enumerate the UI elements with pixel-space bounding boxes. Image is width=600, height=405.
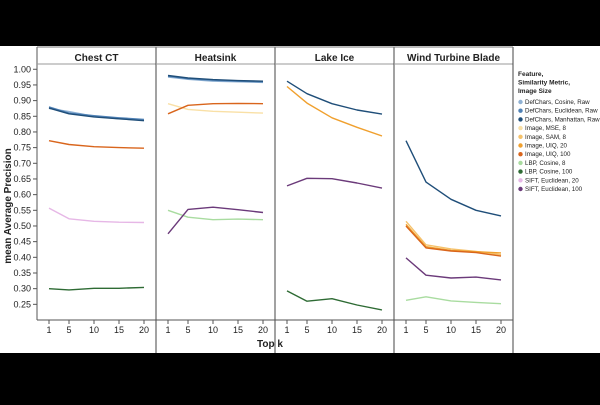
legend-entry-label: LBP, Cosine, 8: [525, 160, 566, 167]
x-tick-label: 15: [233, 325, 243, 335]
series-line-sift-euclidean-100: [405, 257, 502, 281]
x-tick-label: 1: [46, 325, 51, 335]
legend-entry-label: Image, UIQ, 20: [525, 143, 568, 150]
y-tick-label: 0.75: [13, 143, 31, 153]
x-tick-label: 15: [114, 325, 124, 335]
panel-title: Heatsink: [195, 53, 237, 64]
series-line-lbp-cosine-8: [167, 209, 264, 221]
legend-entry-label: DefChars, Cosine, Raw: [525, 99, 590, 106]
series-line-defchars-euclidean-raw: [48, 106, 145, 121]
legend-entry-label: SIFT, Euclidean, 100: [525, 186, 583, 193]
x-tick-label: 1: [165, 325, 170, 335]
legend-swatch: [518, 152, 523, 157]
x-tick-label: 1: [403, 325, 408, 335]
legend-title: Similarity Metric,: [518, 80, 570, 87]
series-line-defchars-manhattan-raw: [405, 140, 502, 217]
x-tick-label: 10: [327, 325, 337, 335]
legend-entry-label: DefChars, Euclidean, Raw: [525, 108, 598, 115]
x-tick-label: 10: [89, 325, 99, 335]
chart-background: [0, 46, 600, 353]
legend-entry-label: Image, SAM, 8: [525, 134, 566, 141]
top-black-band: [0, 0, 600, 46]
x-tick-label: 20: [496, 325, 506, 335]
bottom-black-band: [0, 353, 600, 400]
legend-swatch: [518, 169, 523, 174]
series-line-defchars-manhattan-raw: [286, 80, 383, 115]
legend-swatch: [518, 108, 523, 113]
x-tick-label: 15: [471, 325, 481, 335]
legend-swatch: [518, 160, 523, 166]
series-line-sift-euclidean-100: [286, 177, 383, 189]
y-tick-label: 0.45: [13, 237, 31, 247]
legend-swatch: [518, 117, 523, 122]
legend-swatch: [518, 143, 523, 148]
legend-swatch: [518, 125, 523, 131]
x-tick-label: 20: [258, 325, 268, 335]
series-line-image-uiq-100: [48, 140, 145, 149]
y-tick-label: 0.95: [13, 80, 31, 90]
legend-swatch: [518, 134, 523, 139]
x-tick-label: 20: [139, 325, 149, 335]
legend-entry-label: Image, UIQ, 100: [525, 151, 571, 158]
series-line-image-uiq-20: [286, 85, 383, 137]
y-tick-label: 0.85: [13, 111, 31, 121]
x-tick-label: 20: [377, 325, 387, 335]
legend-entry-label: LBP, Cosine, 100: [525, 169, 573, 176]
x-tick-label: 1: [284, 325, 289, 335]
legend-title: Feature,: [518, 71, 543, 78]
x-tick-label: 15: [352, 325, 362, 335]
series-line-lbp-cosine-100: [286, 290, 383, 311]
series-line-defchars-manhattan-raw: [167, 74, 264, 82]
x-tick-label: 10: [208, 325, 218, 335]
x-tick-label: 5: [304, 325, 309, 335]
legend-title: Image Size: [518, 88, 552, 95]
series-line-image-uiq-100: [405, 225, 502, 257]
y-tick-label: 0.25: [13, 299, 31, 309]
x-axis-label: Top k: [257, 339, 283, 350]
y-tick-label: 0.30: [13, 284, 31, 294]
series-line-defchars-manhattan-raw: [48, 107, 145, 122]
y-tick-label: 0.80: [13, 127, 31, 137]
x-tick-label: 5: [185, 325, 190, 335]
y-tick-label: 0.70: [13, 158, 31, 168]
series-line-sift-euclidean-20: [48, 207, 145, 224]
y-axis: 0.25 0.30 0.35 0.40 0.45 0.50 0.55 0.60 0.65 0.70…: [13, 47, 38, 320]
panel-title: Lake Ice: [315, 53, 355, 64]
legend-swatch: [518, 99, 523, 105]
y-tick-label: 0.90: [13, 96, 31, 106]
y-tick-label: 0.40: [13, 252, 31, 262]
series-line-lbp-cosine-8: [405, 296, 502, 305]
y-tick-label: 0.50: [13, 221, 31, 231]
panel-title: Chest CT: [75, 53, 119, 64]
legend-swatch: [518, 178, 523, 183]
legend-entry-label: Image, MSE, 8: [525, 125, 566, 132]
panel-chest-ct: Chest CT1 5 10 15 20: [37, 47, 157, 353]
x-tick-label: 10: [446, 325, 456, 335]
y-tick-label: 0.35: [13, 268, 31, 278]
legend: Feature, Similarity Metric,Image Size DefC…: [518, 71, 600, 193]
y-tick-label: 0.55: [13, 205, 31, 215]
x-tick-label: 5: [66, 325, 71, 335]
y-tick-label: 1.00: [13, 64, 31, 74]
series-line-sift-euclidean-100: [167, 206, 264, 235]
legend-entry-label: SIFT, Euclidean, 20: [525, 177, 579, 184]
y-axis-label: mean Average Precision: [3, 148, 14, 263]
series-line-lbp-cosine-100: [48, 286, 145, 291]
y-tick-label: 0.60: [13, 190, 31, 200]
panel-title: Wind Turbine Blade: [407, 53, 500, 64]
y-tick-label: 0.65: [13, 174, 31, 184]
series-line-image-uiq-100: [167, 102, 264, 115]
legend-entry-label: DefChars, Manhattan, Raw: [525, 116, 600, 123]
legend-swatch: [518, 186, 523, 192]
x-tick-label: 5: [423, 325, 428, 335]
